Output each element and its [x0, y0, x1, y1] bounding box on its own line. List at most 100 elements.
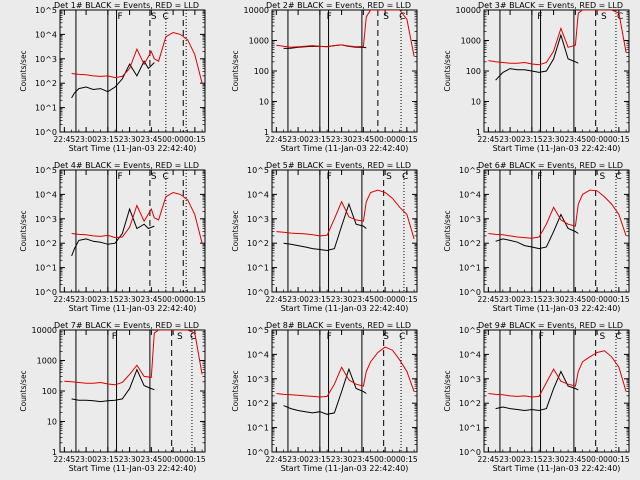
phase-marker-F: F: [327, 12, 332, 22]
y-tick-label: 10^4: [35, 190, 57, 199]
phase-marker-C: C: [399, 12, 405, 22]
x-tick-label: 00:00: [374, 135, 396, 144]
x-tick-label: 23:30: [331, 295, 353, 304]
chart-panel-2: Det 2# BLACK = Events, RED = LLD 1 10 100 10…: [231, 1, 418, 153]
phase-marker-F: F: [537, 172, 542, 182]
lld-series-line: [276, 10, 415, 57]
y-axis-label: Counts/sec: [19, 210, 28, 251]
phase-marker-S: S: [383, 12, 389, 22]
y-tick-label: 10^0: [459, 448, 481, 457]
y-tick-label: 10^2: [459, 239, 481, 248]
phase-marker-C: C: [402, 172, 408, 182]
y-axis-label: Counts/sec: [443, 210, 452, 251]
x-tick-label: 22:45: [266, 295, 288, 304]
y-tick-label: 100: [254, 67, 269, 76]
y-axis-label: Counts/sec: [231, 210, 240, 251]
y-tick-label: 10^1: [459, 264, 481, 273]
y-tick-label: 10^1: [35, 104, 57, 113]
x-tick-label: 23:15: [97, 135, 119, 144]
x-tick-label: 23:45: [353, 135, 375, 144]
y-tick-label: 1: [264, 128, 269, 137]
y-tick-label: 10^1: [247, 424, 269, 433]
x-tick-label: 00:00: [162, 295, 184, 304]
x-axis-label: Start Time (11-Jan-03 22:42:40): [281, 304, 409, 313]
x-tick-label: 23:00: [75, 295, 97, 304]
x-tick-label: 23:00: [287, 295, 309, 304]
events-series-line: [495, 370, 579, 412]
y-tick-label: 10^4: [459, 190, 481, 199]
data-layer: [64, 330, 203, 403]
events-series-line: [71, 60, 155, 99]
y-tick-label: 10^0: [35, 288, 57, 297]
y-axis-label: Counts/sec: [231, 50, 240, 91]
x-tick-label: 23:30: [119, 455, 141, 464]
x-tick-label: 23:00: [75, 135, 97, 144]
x-tick-label: 00:00: [374, 295, 396, 304]
y-tick-label: 10: [259, 98, 269, 107]
phase-marker-F: F: [112, 332, 117, 342]
x-tick-label: 23:00: [499, 455, 521, 464]
panel-title: Det 4# BLACK = Events, RED = LLD: [54, 161, 199, 170]
x-tick-label: 22:45: [54, 295, 76, 304]
x-tick-label: 23:45: [565, 135, 587, 144]
x-tick-label: 23:00: [75, 455, 97, 464]
y-tick-label: 10^3: [247, 215, 269, 224]
x-tick-label: 00:15: [396, 295, 418, 304]
data-layer: [276, 346, 415, 415]
x-tick-label: 00:00: [586, 455, 608, 464]
phase-marker-S: S: [386, 172, 392, 182]
panel-title: Det 9# BLACK = Events, RED = LLD: [478, 321, 623, 330]
phase-marker-C: C: [616, 332, 622, 342]
lld-series-line: [64, 330, 203, 386]
y-tick-label: 10^5: [247, 166, 269, 175]
phase-marker-C: C: [190, 332, 196, 342]
lld-series-line: [488, 189, 627, 239]
y-axis-label: Counts/sec: [231, 370, 240, 411]
y-tick-label: 10^0: [459, 288, 481, 297]
y-axis-label: Counts/sec: [443, 370, 452, 411]
phase-marker-S: S: [151, 12, 157, 22]
panel-title: Det 8# BLACK = Events, RED = LLD: [266, 321, 411, 330]
x-tick-label: 23:00: [499, 295, 521, 304]
x-tick-label: 22:45: [54, 135, 76, 144]
x-axis-label: Start Time (11-Jan-03 22:42:40): [281, 464, 409, 473]
x-tick-label: 23:15: [309, 295, 331, 304]
lld-series-line: [71, 31, 203, 84]
lld-series-line: [71, 191, 203, 244]
phase-marker-F: F: [537, 12, 542, 22]
x-tick-label: 23:15: [521, 135, 543, 144]
x-axis-label: Start Time (11-Jan-03 22:42:40): [69, 464, 197, 473]
y-tick-label: 10000: [456, 6, 481, 15]
y-tick-label: 10^5: [35, 166, 57, 175]
x-axis-label: Start Time (11-Jan-03 22:42:40): [493, 304, 621, 313]
y-tick-label: 10^3: [247, 375, 269, 384]
y-tick-label: 10^3: [35, 215, 57, 224]
phase-marker-C: C: [163, 172, 169, 182]
phase-marker-S: S: [151, 172, 157, 182]
x-axis-label: Start Time (11-Jan-03 22:42:40): [69, 144, 197, 153]
lld-series-line: [276, 346, 415, 398]
events-series-line: [283, 367, 367, 415]
y-tick-label: 10^2: [247, 239, 269, 248]
y-tick-label: 10^3: [459, 215, 481, 224]
x-axis-label: Start Time (11-Jan-03 22:42:40): [493, 464, 621, 473]
y-tick-label: 10^1: [35, 264, 57, 273]
chart-panel-5: Det 5# BLACK = Events, RED = LLD 10^0 10^1…: [231, 161, 418, 313]
data-layer: [276, 10, 415, 57]
x-axis-label: Start Time (11-Jan-03 22:42:40): [493, 144, 621, 153]
x-tick-label: 23:45: [353, 295, 375, 304]
data-layer: [488, 189, 627, 250]
x-tick-label: 00:15: [608, 135, 630, 144]
chart-panel-6: Det 6# BLACK = Events, RED = LLD 10^0 10^1…: [443, 161, 630, 313]
phase-marker-C: C: [616, 172, 622, 182]
phase-marker-S: S: [600, 172, 606, 182]
y-tick-label: 10: [471, 98, 481, 107]
x-tick-label: 23:45: [141, 135, 163, 144]
x-tick-label: 22:45: [266, 455, 288, 464]
y-tick-label: 100: [466, 67, 481, 76]
x-tick-label: 23:30: [119, 135, 141, 144]
lld-series-line: [488, 10, 627, 66]
chart-panel-3: Det 3# BLACK = Events, RED = LLD 1 10 100 10…: [443, 1, 630, 153]
y-tick-label: 1: [52, 448, 57, 457]
